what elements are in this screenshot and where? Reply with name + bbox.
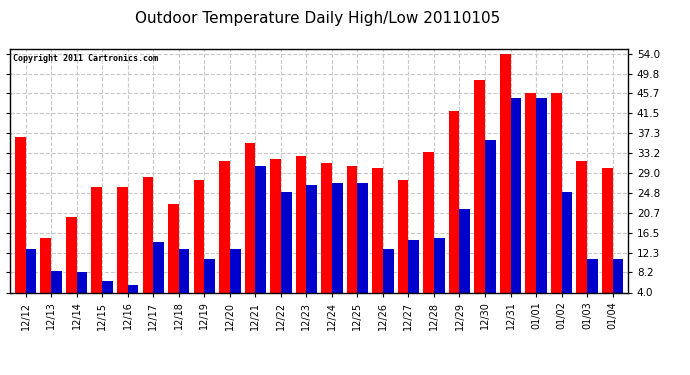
Bar <box>102 280 113 292</box>
Bar <box>602 168 613 292</box>
Bar <box>397 180 408 292</box>
Bar <box>576 161 587 292</box>
Bar <box>500 54 511 292</box>
Bar <box>15 137 26 292</box>
Bar <box>346 166 357 292</box>
Bar <box>219 161 230 292</box>
Bar <box>92 188 102 292</box>
Bar <box>551 93 562 292</box>
Bar <box>194 180 204 292</box>
Bar <box>383 249 393 292</box>
Bar <box>245 143 255 292</box>
Bar <box>460 209 470 292</box>
Bar <box>448 111 460 292</box>
Bar <box>51 271 62 292</box>
Bar <box>26 249 37 292</box>
Bar <box>230 249 241 292</box>
Bar <box>168 204 179 292</box>
Bar <box>613 259 623 292</box>
Bar <box>474 80 485 292</box>
Bar <box>321 164 332 292</box>
Bar <box>66 217 77 292</box>
Bar <box>295 156 306 292</box>
Bar <box>204 259 215 292</box>
Bar <box>41 238 51 292</box>
Text: Copyright 2011 Cartronics.com: Copyright 2011 Cartronics.com <box>13 54 159 63</box>
Bar <box>562 192 572 292</box>
Bar <box>332 183 343 292</box>
Bar <box>128 285 139 292</box>
Bar <box>536 98 546 292</box>
Bar <box>525 93 536 292</box>
Bar <box>372 168 383 292</box>
Bar <box>587 259 598 292</box>
Bar <box>434 237 444 292</box>
Bar <box>408 240 419 292</box>
Bar <box>357 183 368 292</box>
Bar <box>281 192 292 292</box>
Bar <box>117 188 128 292</box>
Bar <box>485 140 495 292</box>
Bar <box>179 249 190 292</box>
Bar <box>255 166 266 292</box>
Bar <box>306 185 317 292</box>
Text: Outdoor Temperature Daily High/Low 20110105: Outdoor Temperature Daily High/Low 20110… <box>135 11 500 26</box>
Bar <box>143 177 153 292</box>
Bar <box>77 272 88 292</box>
Bar <box>511 98 521 292</box>
Bar <box>153 242 164 292</box>
Bar <box>423 152 434 292</box>
Bar <box>270 159 281 292</box>
